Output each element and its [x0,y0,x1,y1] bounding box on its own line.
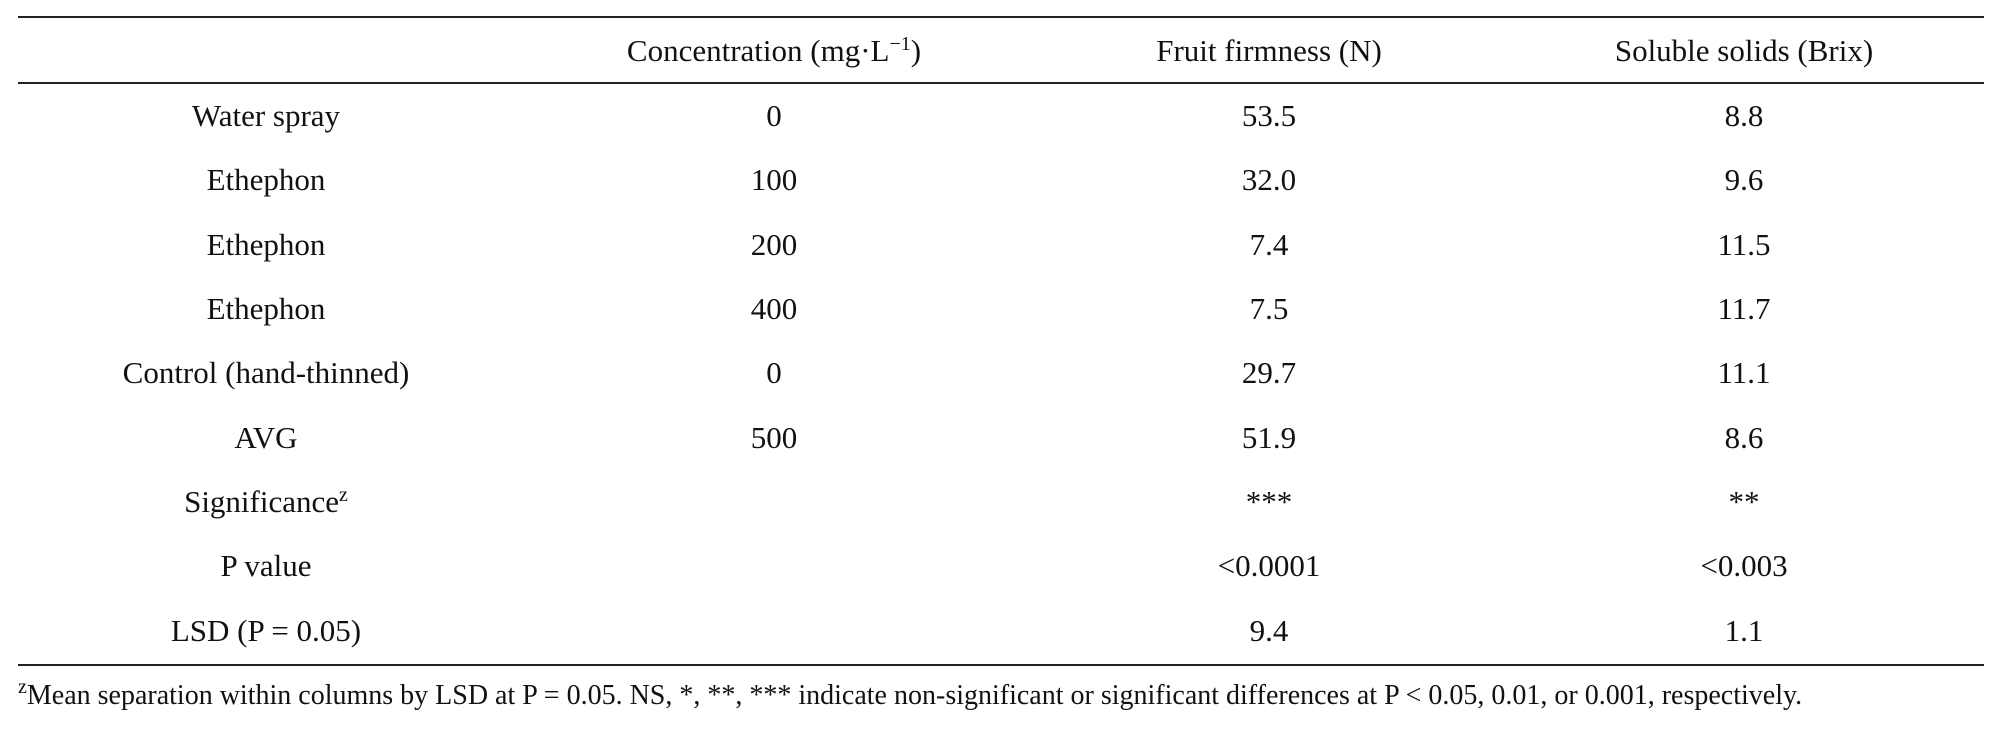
fruit-firmness-value: 7.4 [1249,226,1289,262]
fruit-firmness-value: 53.5 [1241,98,1297,134]
fruit-firmness-value: 9.4 [1249,612,1289,648]
header-cell-fruit-firmness: Fruit firmness (N) [1156,33,1382,68]
fruit-firmness-value: <0.0001 [1217,548,1321,584]
table-row: P value <0.0001 <0.003 [18,534,1984,598]
soluble-solids-value: 8.6 [1724,419,1764,455]
table-bottom-rule [18,664,1984,666]
table-header-row: Concentration (mg·L−1) Fruit firmness (N… [18,24,1984,78]
soluble-solids-value: 1.1 [1724,612,1764,648]
table-row: AVG 500 51.9 8.6 [18,405,1984,469]
soluble-solids-value: <0.003 [1700,548,1788,584]
row-label: Water spray [191,98,341,134]
fruit-firmness-value: 7.5 [1249,291,1289,327]
table-footnote: zMean separation within columns by LSD a… [18,677,1984,712]
row-label: Ethephon [206,291,326,327]
table-row: Control (hand-thinned) 0 29.7 11.1 [18,341,1984,405]
soluble-solids-value: 11.5 [1717,226,1771,262]
row-label: Control (hand-thinned) [122,355,410,391]
concentration-value: 0 [766,98,782,134]
significance-footnote-marker: z [339,483,348,506]
concentration-value: 100 [750,162,798,198]
row-label: AVG [234,419,298,455]
table-row: Water spray 0 53.5 8.8 [18,84,1984,148]
fruit-firmness-value: 32.0 [1241,162,1297,198]
table-body: Water spray 0 53.5 8.8 Ethephon 100 32.0… [18,84,1984,663]
table-row: LSD (P = 0.05) 9.4 1.1 [18,598,1984,662]
soluble-solids-value: 9.6 [1724,162,1764,198]
table-top-rule [18,16,1984,18]
row-label: LSD (P = 0.05) [170,612,362,648]
table-row: Ethephon 100 32.0 9.6 [18,148,1984,212]
fruit-firmness-value: 51.9 [1241,419,1297,455]
table-row: Ethephon 400 7.5 11.7 [18,277,1984,341]
row-label: Ethephon [206,226,326,262]
fruit-firmness-value: 29.7 [1241,355,1297,391]
concentration-value: 500 [750,419,798,455]
significance-label: Significance [184,483,340,519]
soluble-solids-value: 8.8 [1724,98,1764,134]
footnote-text: Mean separation within columns by LSD at… [26,680,1803,711]
table-header-rule [18,82,1984,84]
header-concentration-close: ) [910,33,922,68]
concentration-value: 0 [766,355,782,391]
soluble-solids-value: 11.7 [1717,291,1771,327]
footnote-marker: z [18,676,27,698]
row-label: Ethephon [206,162,326,198]
fruit-firmness-value: *** [1245,483,1293,519]
row-label: P value [220,548,312,584]
header-concentration-unit-exponent: −1 [889,33,911,55]
concentration-value: 200 [750,226,798,262]
row-label-significance: Significancez [18,484,514,520]
header-concentration-label: Concentration (mg·L [626,33,890,68]
table-row: Significancez *** ** [18,470,1984,534]
concentration-value: 400 [750,291,798,327]
header-cell-soluble-solids: Soluble solids (Brix) [1614,33,1874,68]
soluble-solids-value: 11.1 [1717,355,1771,391]
table-row: Ethephon 200 7.4 11.5 [18,213,1984,277]
header-cell-concentration: Concentration (mg·L−1) [514,33,1034,69]
soluble-solids-value: ** [1728,483,1760,519]
